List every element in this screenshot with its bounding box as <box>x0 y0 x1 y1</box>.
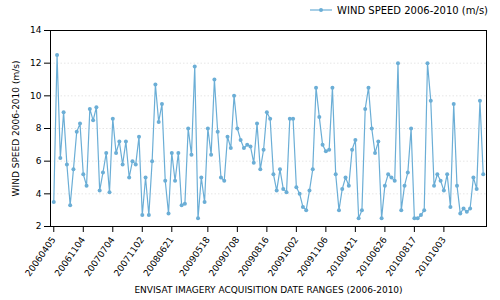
svg-text:20101003: 20101003 <box>413 235 447 278</box>
svg-text:ENVISAT IMAGERY ACQUISITION DA: ENVISAT IMAGERY ACQUISITION DATE RANGES … <box>134 285 402 295</box>
svg-text:20090708: 20090708 <box>206 234 242 279</box>
svg-text:20100421: 20100421 <box>324 234 360 279</box>
html-text:WIND SPEED 2006-2010 (m/s): WIND SPEED 2006-2010 (m/s) <box>337 4 488 16</box>
svg-text:20090518: 20090518 <box>177 234 212 279</box>
svg-text:12: 12 <box>30 58 41 68</box>
svg-text:WIND SPEED 2006-2010 (m/s): WIND SPEED 2006-2010 (m/s) <box>11 61 21 197</box>
svg-text:20100626: 20100626 <box>354 234 389 279</box>
svg-text:20091002: 20091002 <box>265 234 301 279</box>
svg-text:20070704: 20070704 <box>82 234 117 279</box>
svg-text:20091106: 20091106 <box>295 234 330 279</box>
svg-text:20060405: 20060405 <box>23 234 58 279</box>
svg-text:20061104: 20061104 <box>52 234 88 279</box>
svg-text:14: 14 <box>30 25 42 35</box>
svg-text:20080621: 20080621 <box>141 235 175 278</box>
svg-text:10: 10 <box>30 91 42 101</box>
svg-text:20090816: 20090816 <box>236 234 271 279</box>
svg-text:2: 2 <box>36 221 42 231</box>
svg-text:20100817: 20100817 <box>383 234 419 279</box>
svg-text:8: 8 <box>36 123 42 133</box>
svg-text:20071102: 20071102 <box>111 234 147 279</box>
svg-text:4: 4 <box>36 189 42 199</box>
svg-text:6: 6 <box>36 156 42 166</box>
